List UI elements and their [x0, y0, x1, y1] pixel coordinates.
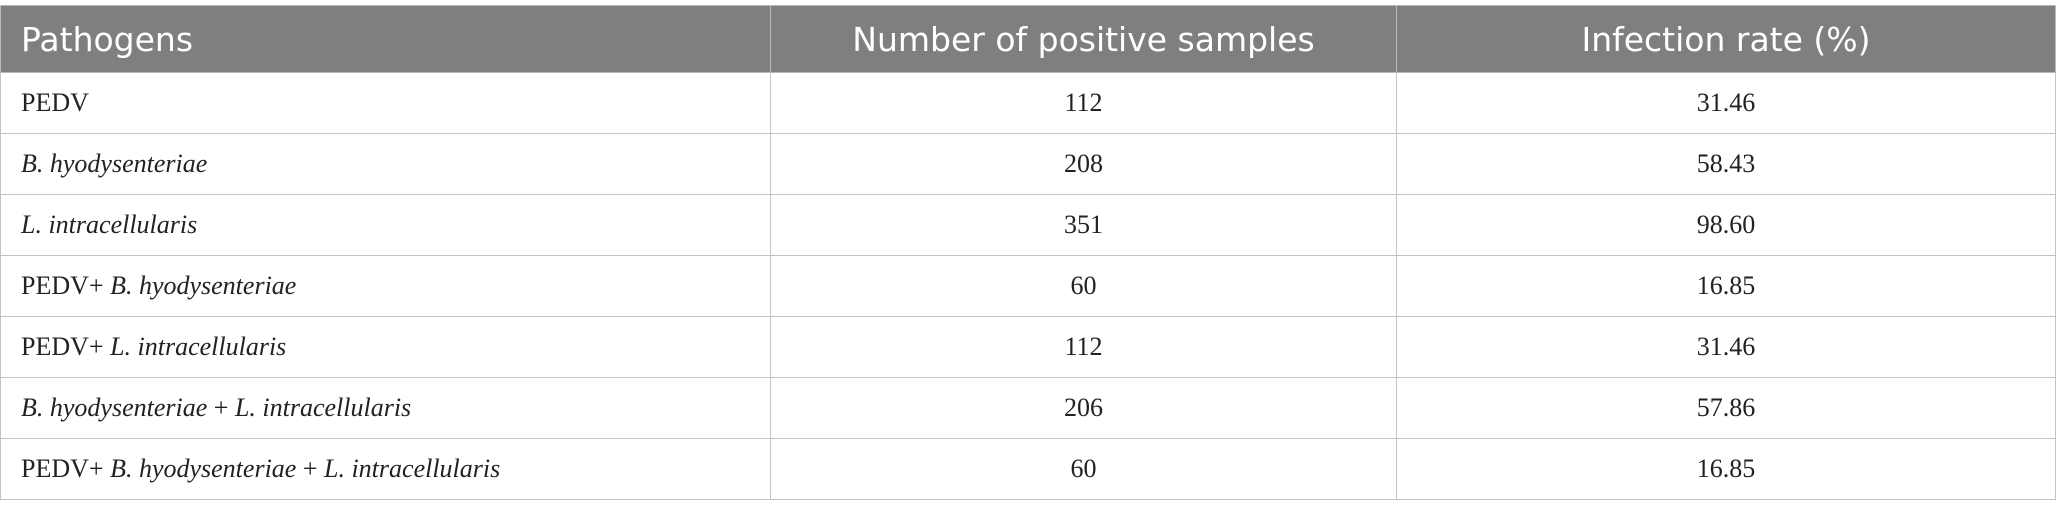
pathogen-cell: PEDV+ B. hyodysenteriae + L. intracellul…	[0, 438, 771, 500]
table-header: Pathogens Number of positive samples Inf…	[0, 5, 2056, 73]
pathogen-text-part: +	[207, 393, 235, 422]
pathogen-text-part: PEDV	[21, 88, 89, 117]
pathogen-table-container: Pathogens Number of positive samples Inf…	[0, 5, 2056, 500]
header-pathogens: Pathogens	[0, 5, 771, 73]
positive-samples-cell: 206	[770, 377, 1397, 439]
infection-rate-cell: 31.46	[1396, 72, 2056, 134]
pathogen-text-part: L. intracellularis	[234, 393, 412, 422]
pathogen-text-part: L. intracellularis	[324, 454, 501, 483]
positive-samples-cell: 60	[770, 255, 1397, 317]
pathogen-cell: PEDV+ B. hyodysenteriae	[0, 255, 771, 317]
positive-samples-cell: 112	[770, 72, 1397, 134]
table-row: PEDV+ B. hyodysenteriae + L. intracellul…	[0, 438, 2056, 500]
pathogen-text-part: B. hyodysenteriae	[21, 393, 208, 422]
table-row: B. hyodysenteriae + L. intracellularis 2…	[0, 377, 2056, 439]
pathogen-text-part: L. intracellularis	[21, 210, 198, 239]
positive-samples-cell: 60	[770, 438, 1397, 500]
pathogen-cell: B. hyodysenteriae	[0, 133, 771, 195]
pathogen-cell: B. hyodysenteriae + L. intracellularis	[0, 377, 771, 439]
pathogen-text-part: PEDV+	[21, 332, 111, 361]
header-infection-rate: Infection rate (%)	[1396, 5, 2056, 73]
pathogen-text-part: B. hyodysenteriae	[110, 271, 297, 300]
pathogen-text-part: +	[296, 454, 324, 483]
infection-rate-cell: 58.43	[1396, 133, 2056, 195]
pathogen-text-part: B. hyodysenteriae	[21, 149, 208, 178]
infection-rate-cell: 98.60	[1396, 194, 2056, 256]
infection-rate-cell: 57.86	[1396, 377, 2056, 439]
infection-rate-cell: 16.85	[1396, 255, 2056, 317]
table-row: PEDV+ B. hyodysenteriae 60 16.85	[0, 255, 2056, 317]
table-row: L. intracellularis 351 98.60	[0, 194, 2056, 256]
pathogen-text-part: PEDV+	[21, 271, 111, 300]
header-row: Pathogens Number of positive samples Inf…	[0, 5, 2056, 73]
pathogen-cell: PEDV+ L. intracellularis	[0, 316, 771, 378]
pathogen-infection-table: Pathogens Number of positive samples Inf…	[0, 5, 2056, 500]
pathogen-cell: PEDV	[0, 72, 771, 134]
positive-samples-cell: 208	[770, 133, 1397, 195]
table-row: PEDV+ L. intracellularis 112 31.46	[0, 316, 2056, 378]
table-row: PEDV 112 31.46	[0, 72, 2056, 134]
pathogen-text-part: L. intracellularis	[110, 332, 287, 361]
positive-samples-cell: 112	[770, 316, 1397, 378]
pathogen-text-part: B. hyodysenteriae	[110, 454, 297, 483]
infection-rate-cell: 16.85	[1396, 438, 2056, 500]
infection-rate-cell: 31.46	[1396, 316, 2056, 378]
table-row: B. hyodysenteriae 208 58.43	[0, 133, 2056, 195]
header-positive-samples: Number of positive samples	[770, 5, 1397, 73]
table-body: PEDV 112 31.46 B. hyodysenteriae 208 58.…	[0, 72, 2056, 500]
pathogen-cell: L. intracellularis	[0, 194, 771, 256]
pathogen-text-part: PEDV+	[21, 454, 111, 483]
positive-samples-cell: 351	[770, 194, 1397, 256]
